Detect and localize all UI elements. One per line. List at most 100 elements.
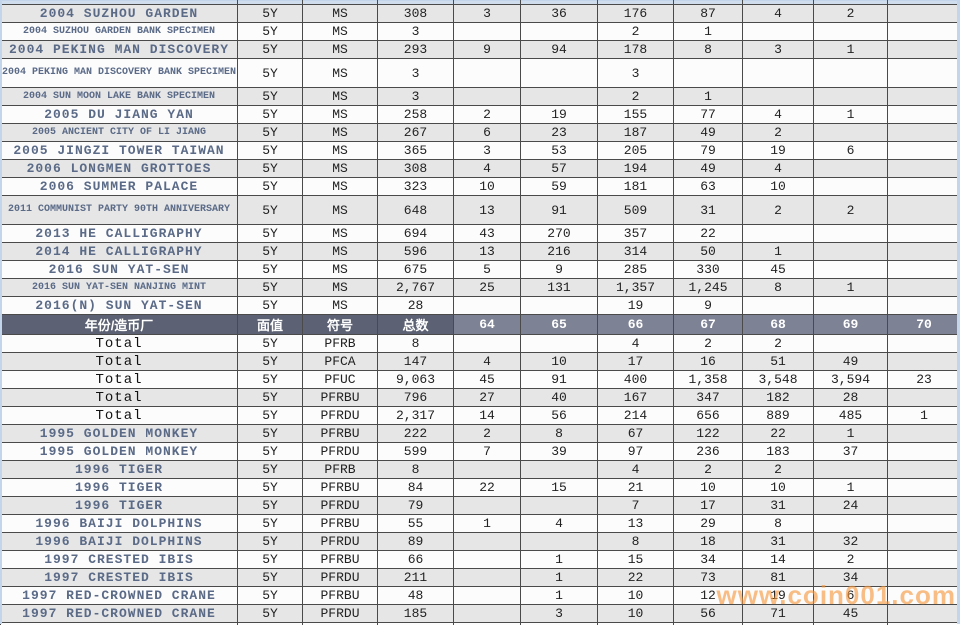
coin-name-cell[interactable]: 1997 CRESTED IBIS — [1, 551, 238, 569]
grade-count-cell: 10 — [743, 479, 814, 497]
grade-count-cell — [888, 587, 960, 605]
coin-name-cell[interactable]: 2006 LONGMEN GROTTOES — [1, 160, 238, 178]
total-count-cell: 55 — [378, 515, 454, 533]
coin-name-cell[interactable]: 1997 CRESTED IBIS — [1, 569, 238, 587]
denomination-cell: 5Y — [238, 425, 303, 443]
coin-name-cell[interactable]: 2016 SUN YAT-SEN NANJING MINT — [1, 279, 238, 297]
grade-count-cell: 4 — [598, 461, 674, 479]
grade-count-cell — [888, 106, 960, 124]
grade-count-cell: 14 — [454, 407, 521, 425]
grade-count-cell: 1 — [521, 587, 598, 605]
grade-count-cell: 2 — [743, 335, 814, 353]
denomination-cell: 5Y — [238, 497, 303, 515]
symbol-cell: MS — [303, 160, 378, 178]
symbol-cell: PFRB — [303, 335, 378, 353]
coin-name-cell[interactable]: 1996 BAIJI DOLPHINS — [1, 533, 238, 551]
symbol-cell: MS — [303, 142, 378, 160]
grade-count-cell: 10 — [598, 587, 674, 605]
symbol-cell: PFRBU — [303, 425, 378, 443]
grade-count-cell — [888, 297, 960, 315]
coin-name-cell[interactable]: 1996 TIGER — [1, 497, 238, 515]
coin-name-cell[interactable]: 2004 PEKING MAN DISCOVERY — [1, 41, 238, 59]
grade-count-cell: 2 — [814, 196, 888, 225]
coin-name-cell[interactable]: 1996 TIGER — [1, 479, 238, 497]
total-count-cell: 694 — [378, 225, 454, 243]
grade-count-cell: 216 — [521, 243, 598, 261]
grade-count-cell — [888, 88, 960, 106]
grade-count-cell — [888, 335, 960, 353]
grade-count-cell: 17 — [674, 497, 743, 515]
grade-count-cell: 16 — [674, 353, 743, 371]
coin-name-cell[interactable]: 1995 GOLDEN MONKEY — [1, 443, 238, 461]
grade-count-cell — [454, 605, 521, 623]
coin-name-cell[interactable]: 1995 GOLDEN MONKEY — [1, 425, 238, 443]
grade-count-cell: 2 — [743, 124, 814, 142]
coin-name-cell[interactable]: 2004 PEKING MAN DISCOVERY BANK SPECIMEN — [1, 59, 238, 88]
symbol-cell: PFRBU — [303, 479, 378, 497]
symbol-cell: PFRBU — [303, 389, 378, 407]
grade-count-cell: 2 — [674, 335, 743, 353]
symbol-cell: MS — [303, 261, 378, 279]
grade-count-cell: 2 — [743, 461, 814, 479]
grade-count-cell: 3 — [454, 142, 521, 160]
coin-name-cell[interactable]: 1997 RED-CROWNED CRANE — [1, 605, 238, 623]
grade-count-cell: 8 — [598, 533, 674, 551]
coin-name-cell[interactable]: 2004 SUN MOON LAKE BANK SPECIMEN — [1, 88, 238, 106]
grade-count-cell — [888, 243, 960, 261]
coin-name-cell[interactable]: 2016 SUN YAT-SEN — [1, 261, 238, 279]
grade-count-cell: 57 — [521, 160, 598, 178]
coin-name-cell[interactable]: 2014 HE CALLIGRAPHY — [1, 243, 238, 261]
total-count-cell: 365 — [378, 142, 454, 160]
coin-name-cell[interactable]: 2004 SUZHOU GARDEN — [1, 5, 238, 23]
grade-count-cell: 194 — [598, 160, 674, 178]
grade-count-cell: 183 — [743, 443, 814, 461]
grade-count-cell: 10 — [598, 605, 674, 623]
total-count-cell: 89 — [378, 533, 454, 551]
grade-count-cell: 94 — [521, 41, 598, 59]
coin-name-cell[interactable]: 1996 TIGER — [1, 461, 238, 479]
coin-name-cell[interactable]: 2011 COMMUNIST PARTY 90TH ANNIVERSARY — [1, 196, 238, 225]
grade-count-cell: 59 — [521, 178, 598, 196]
grade-count-cell: 29 — [674, 515, 743, 533]
grade-count-cell — [888, 160, 960, 178]
total-label-cell: Total — [1, 353, 238, 371]
grade-count-cell: 91 — [521, 371, 598, 389]
grade-count-cell: 51 — [743, 353, 814, 371]
symbol-cell: PFRB — [303, 461, 378, 479]
grade-count-cell: 31 — [743, 497, 814, 515]
grade-count-cell: 1 — [814, 479, 888, 497]
symbol-cell: MS — [303, 225, 378, 243]
total-count-cell: 2,317 — [378, 407, 454, 425]
grade-count-cell: 1 — [674, 88, 743, 106]
coin-name-cell[interactable]: 2005 ANCIENT CITY OF LI JIANG — [1, 124, 238, 142]
grade-count-cell — [521, 88, 598, 106]
coin-name-cell[interactable]: 2005 DU JIANG YAN — [1, 106, 238, 124]
grade-count-cell: 19 — [521, 106, 598, 124]
total-count-cell: 308 — [378, 5, 454, 23]
coin-name-cell[interactable]: 2004 SUZHOU GARDEN BANK SPECIMEN — [1, 23, 238, 41]
column-header: 66 — [598, 315, 674, 335]
grade-count-cell — [814, 261, 888, 279]
coin-name-cell[interactable]: 2005 JINGZI TOWER TAIWAN — [1, 142, 238, 160]
coin-name-cell[interactable]: 1997 RED-CROWNED CRANE — [1, 587, 238, 605]
total-count-cell: 796 — [378, 389, 454, 407]
grade-count-cell: 23 — [888, 371, 960, 389]
coin-name-cell[interactable]: 1996 BAIJI DOLPHINS — [1, 515, 238, 533]
grade-count-cell — [743, 59, 814, 88]
coin-name-cell[interactable]: 2013 HE CALLIGRAPHY — [1, 225, 238, 243]
total-count-cell: 66 — [378, 551, 454, 569]
grade-count-cell: 8 — [743, 279, 814, 297]
denomination-cell: 5Y — [238, 5, 303, 23]
coin-name-cell[interactable]: 2016(N) SUN YAT-SEN — [1, 297, 238, 315]
coin-name-cell[interactable]: 2006 SUMMER PALACE — [1, 178, 238, 196]
grade-count-cell: 3,548 — [743, 371, 814, 389]
symbol-cell: MS — [303, 297, 378, 315]
